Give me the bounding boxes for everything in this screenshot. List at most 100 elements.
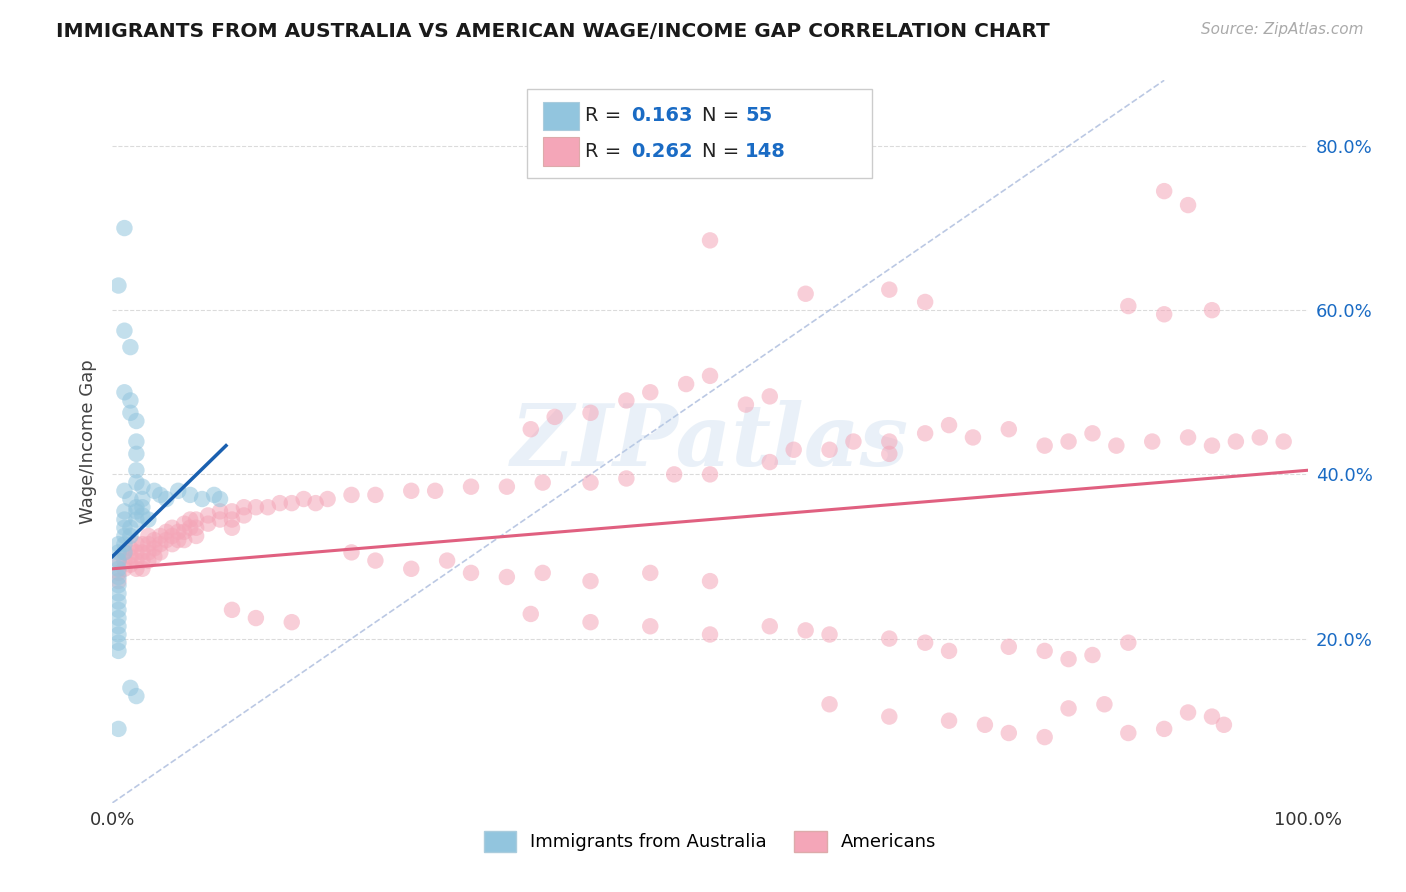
Point: [179, 512, 201, 526]
Point: [149, 488, 172, 502]
Point: [520, 422, 543, 436]
Legend: Immigrants from Australia, Americans: Immigrants from Australia, Americans: [477, 823, 943, 859]
Point: [202, 488, 225, 502]
Point: [173, 516, 195, 531]
Point: [125, 475, 148, 490]
Point: [138, 512, 160, 526]
Point: [1177, 198, 1199, 212]
Point: [1118, 299, 1140, 313]
Point: [209, 504, 232, 518]
Point: [543, 409, 565, 424]
Point: [125, 553, 148, 567]
Point: [962, 430, 984, 444]
Point: [107, 578, 129, 592]
Point: [125, 500, 148, 515]
Point: [759, 455, 782, 469]
Point: [531, 475, 554, 490]
Point: [191, 491, 214, 506]
Point: [143, 541, 166, 556]
Point: [245, 611, 267, 625]
Point: [114, 553, 135, 567]
Point: [460, 566, 482, 580]
Point: [107, 636, 129, 650]
Point: [143, 483, 166, 498]
Point: [699, 233, 721, 247]
Point: [120, 406, 142, 420]
Point: [1094, 698, 1116, 712]
Text: N =: N =: [702, 142, 745, 161]
Point: [1272, 434, 1295, 449]
Point: [125, 434, 148, 449]
Point: [167, 524, 190, 539]
Point: [364, 488, 387, 502]
Point: [1105, 439, 1128, 453]
Point: [125, 512, 148, 526]
Point: [1057, 434, 1080, 449]
Point: [131, 545, 153, 559]
Point: [269, 496, 291, 510]
Point: [401, 562, 423, 576]
Point: [125, 689, 148, 703]
Point: [114, 504, 135, 518]
Point: [531, 566, 554, 580]
Point: [1081, 426, 1104, 441]
Point: [221, 512, 243, 526]
Point: [107, 278, 129, 293]
Point: [114, 521, 135, 535]
Point: [197, 516, 219, 531]
Point: [167, 483, 190, 498]
Text: Source: ZipAtlas.com: Source: ZipAtlas.com: [1201, 22, 1364, 37]
Point: [131, 491, 153, 506]
Point: [1057, 701, 1080, 715]
Point: [879, 709, 901, 723]
Point: [1249, 430, 1271, 444]
Point: [120, 529, 142, 543]
Point: [120, 558, 142, 572]
Text: 0.262: 0.262: [631, 142, 693, 161]
Point: [735, 398, 758, 412]
Point: [149, 537, 172, 551]
Point: [640, 385, 662, 400]
Point: [1118, 726, 1140, 740]
Point: [125, 447, 148, 461]
Point: [340, 488, 363, 502]
Text: R =: R =: [585, 142, 627, 161]
Point: [114, 529, 135, 543]
Point: [131, 508, 153, 523]
Point: [401, 483, 423, 498]
Point: [1213, 718, 1236, 732]
Point: [699, 368, 721, 383]
Point: [143, 549, 166, 564]
Point: [107, 566, 129, 580]
Point: [818, 627, 841, 641]
Text: R =: R =: [585, 106, 627, 126]
Point: [496, 570, 519, 584]
Point: [664, 467, 686, 482]
Point: [167, 533, 190, 547]
Point: [842, 434, 865, 449]
Point: [914, 636, 936, 650]
Point: [120, 521, 142, 535]
Point: [125, 562, 148, 576]
Point: [879, 434, 901, 449]
Point: [340, 545, 363, 559]
Point: [138, 537, 160, 551]
Point: [794, 286, 817, 301]
Point: [120, 491, 142, 506]
Point: [125, 545, 148, 559]
Point: [114, 537, 135, 551]
Point: [114, 483, 135, 498]
Point: [292, 491, 315, 506]
Point: [120, 393, 142, 408]
Point: [209, 512, 232, 526]
Point: [107, 586, 129, 600]
Point: [818, 442, 841, 457]
Point: [114, 545, 135, 559]
Point: [107, 619, 129, 633]
Point: [257, 500, 280, 515]
Point: [1118, 636, 1140, 650]
Point: [107, 627, 129, 641]
Point: [173, 524, 195, 539]
Point: [1081, 648, 1104, 662]
Point: [131, 553, 153, 567]
